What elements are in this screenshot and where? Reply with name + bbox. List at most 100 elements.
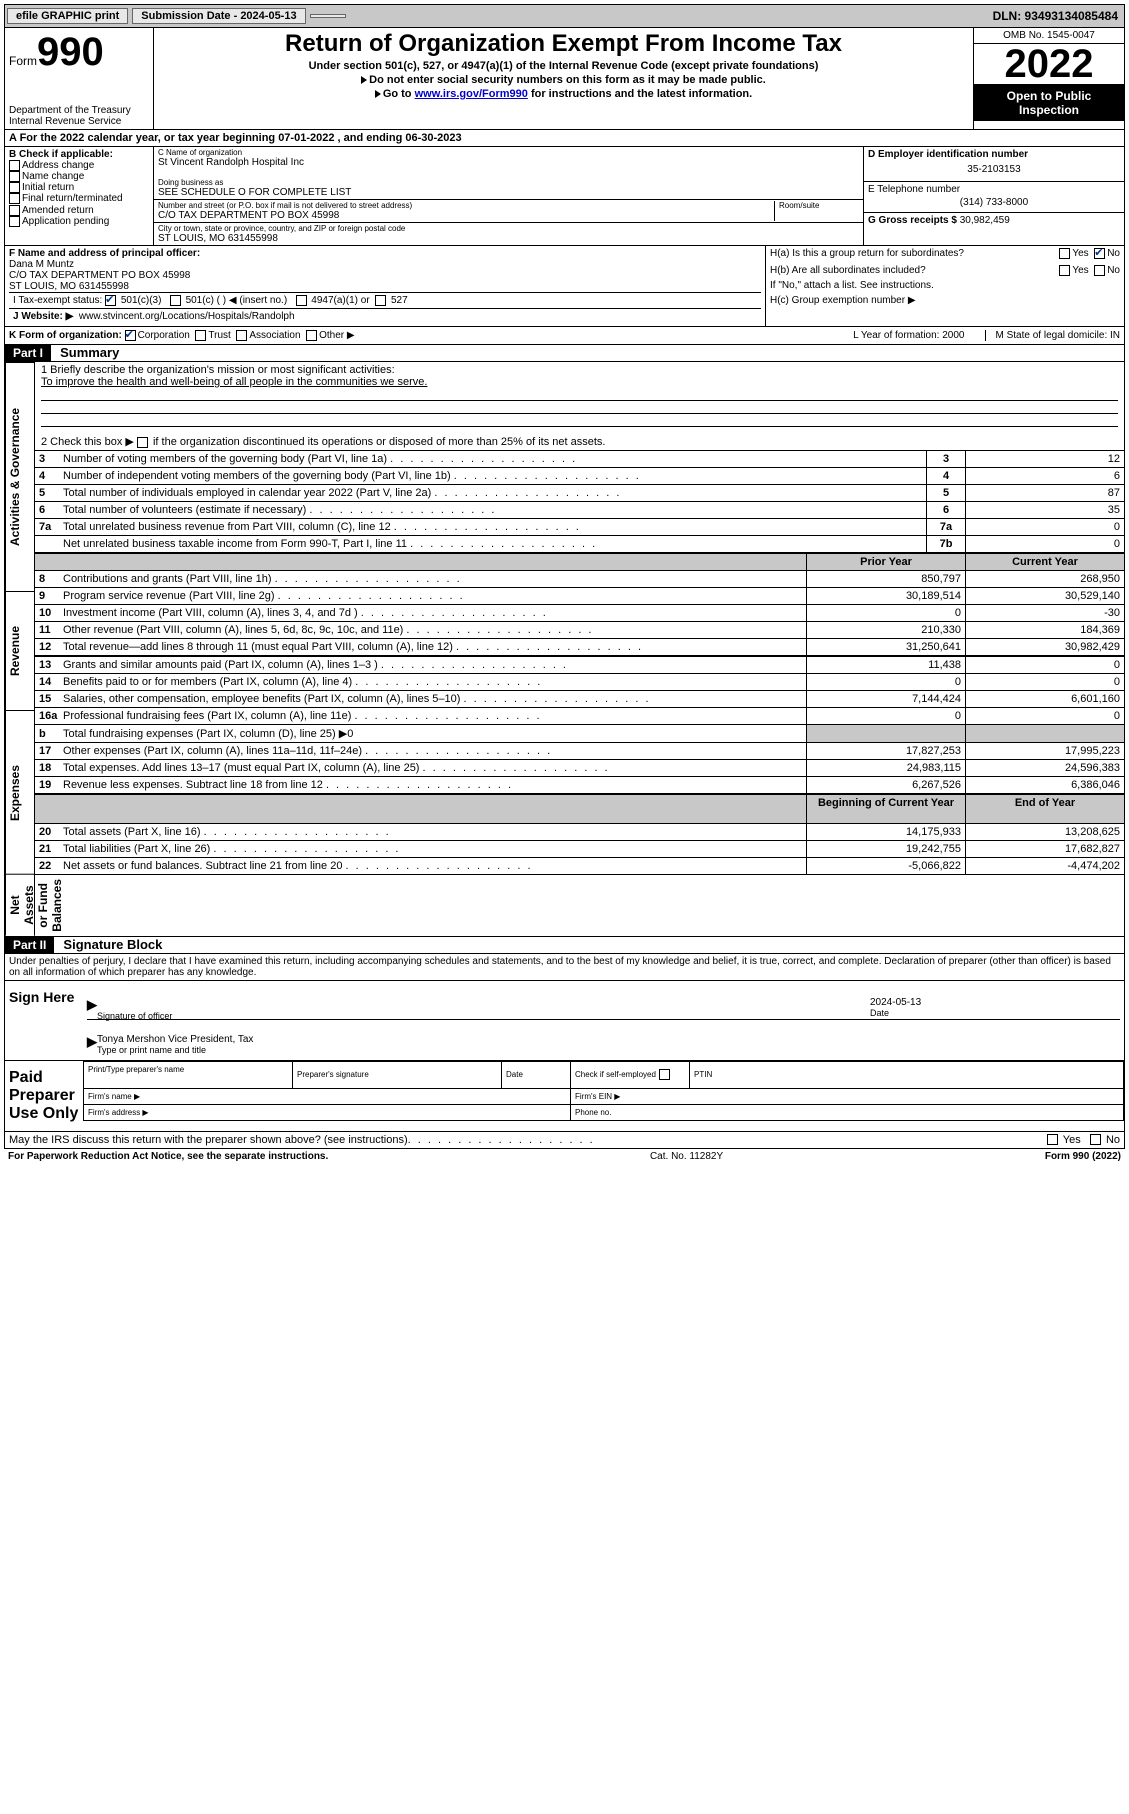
lbl-501c3: 501(c)(3) [121,295,162,306]
officer-name-label: Type or print name and title [97,1045,206,1055]
summary-row: 3Number of voting members of the governi… [35,451,1124,468]
q2-label: 2 Check this box ▶ [41,436,134,448]
chk-ha-no[interactable] [1094,248,1105,259]
c-dba-label: Doing business as [158,178,859,187]
preparer-table: Print/Type preparer's name Preparer's si… [83,1061,1124,1121]
chk-amended-return[interactable] [9,205,20,216]
lbl-address-change: Address change [22,160,94,171]
row-k: K Form of organization: Corporation Trus… [4,327,1125,345]
footer-mid: Cat. No. 11282Y [650,1151,723,1162]
firm-ein-cell: Firm's EIN ▶ [571,1088,1124,1104]
may-irs-no: No [1106,1134,1120,1146]
prep-name-cell: Print/Type preparer's name [84,1061,293,1088]
summary-row: 7aTotal unrelated business revenue from … [35,519,1124,536]
summary-row: 14Benefits paid to or for members (Part … [35,674,1124,691]
summary-revenue-table: Prior Year Current Year 8Contributions a… [35,553,1124,656]
block-bcde: B Check if applicable: Address change Na… [4,147,1125,246]
chk-corp[interactable] [125,330,136,341]
summary-row: bTotal fundraising expenses (Part IX, co… [35,725,1124,743]
end-year-hdr: End of Year [966,795,1125,824]
c-street-value: C/O TAX DEPARTMENT PO BOX 45998 [158,210,774,221]
footer: For Paperwork Reduction Act Notice, see … [4,1149,1125,1164]
ha-yes: Yes [1072,248,1088,259]
ha-label: H(a) Is this a group return for subordin… [770,248,964,259]
chk-name-change[interactable] [9,171,20,182]
form-title: Return of Organization Exempt From Incom… [160,30,967,58]
summary-row: 20Total assets (Part X, line 16) 14,175,… [35,824,1124,841]
submission-date-button[interactable]: Submission Date - 2024-05-13 [132,8,305,24]
part-i-header-row: Part I Summary [4,345,1125,362]
summary-row: 15Salaries, other compensation, employee… [35,691,1124,708]
irs-label: Internal Revenue Service [9,116,149,127]
summary-row: 17Other expenses (Part IX, column (A), l… [35,743,1124,760]
chk-application-pending[interactable] [9,216,20,227]
chk-trust[interactable] [195,330,206,341]
chk-hb-no[interactable] [1094,265,1105,276]
hc-label: H(c) Group exemption number ▶ [770,295,1120,306]
lbl-trust: Trust [208,330,230,341]
paid-preparer-label: Paid Preparer Use Only [5,1061,83,1131]
chk-ha-yes[interactable] [1059,248,1070,259]
chk-501c3[interactable] [105,295,116,306]
q1-label: 1 Briefly describe the organization's mi… [41,364,1118,376]
l-year-formation: L Year of formation: 2000 [853,330,964,341]
m-state-domicile: M State of legal domicile: IN [985,330,1121,341]
chk-initial-return[interactable] [9,182,20,193]
summary-row: 4Number of independent voting members of… [35,468,1124,485]
hb-note: If "No," attach a list. See instructions… [770,280,1120,291]
tax-year: 2022 [974,44,1124,85]
summary-row: 5Total number of individuals employed in… [35,485,1124,502]
summary-row: 22Net assets or fund balances. Subtract … [35,858,1124,875]
summary-row: 9Program service revenue (Part VIII, lin… [35,588,1124,605]
lbl-application-pending: Application pending [22,216,109,227]
may-irs-yes: Yes [1063,1134,1081,1146]
lbl-501c: 501(c) ( ) ◀ (insert no.) [186,295,288,306]
chk-q2[interactable] [137,437,148,448]
irs-link[interactable]: www.irs.gov/Form990 [415,88,528,100]
g-gross-value: 30,982,459 [960,215,1010,226]
d-ein-label: D Employer identification number [868,149,1120,160]
summary-row: 12Total revenue—add lines 8 through 11 (… [35,639,1124,656]
col-b-checkboxes: B Check if applicable: Address change Na… [5,147,154,245]
k-label: K Form of organization: [9,330,122,341]
chk-may-irs-no[interactable] [1090,1134,1101,1145]
part-i-title: Summary [54,345,119,360]
j-label: J Website: ▶ [13,311,73,322]
chk-address-change[interactable] [9,160,20,171]
side-activities: Activities & Governance [5,362,35,591]
dept-treasury: Department of the Treasury [9,105,149,116]
d-ein-value: 35-2103153 [868,160,1120,179]
chk-other[interactable] [306,330,317,341]
form-number: 990 [37,30,104,74]
summary-row: 19Revenue less expenses. Subtract line 1… [35,777,1124,794]
col-h: H(a) Is this a group return for subordin… [765,246,1124,326]
summary-row: 18Total expenses. Add lines 13–17 (must … [35,760,1124,777]
e-phone-label: E Telephone number [868,184,1120,195]
form-subtitle-2: Do not enter social security numbers on … [369,74,766,86]
summary-row: 10Investment income (Part VIII, column (… [35,605,1124,622]
side-net-assets: Net Assets or Fund Balances [5,874,35,936]
j-website: www.stvincent.org/Locations/Hospitals/Ra… [79,311,295,322]
q2-row: 2 Check this box ▶ if the organization d… [35,429,1124,450]
lbl-4947: 4947(a)(1) or [311,295,369,306]
c-city-label: City or town, state or province, country… [158,224,859,233]
q2-text: if the organization discontinued its ope… [153,436,606,448]
firm-name-cell: Firm's name ▶ [84,1088,571,1104]
chk-527[interactable] [375,295,386,306]
efile-print-button[interactable]: efile GRAPHIC print [7,8,128,24]
chk-self-employed[interactable] [659,1069,670,1080]
sig-date-label: Date [870,1008,889,1018]
lbl-527: 527 [391,295,408,306]
f-label: F Name and address of principal officer: [9,248,761,259]
officer-name: Tonya Mershon Vice President, Tax [97,1034,253,1045]
chk-assoc[interactable] [236,330,247,341]
lbl-name-change: Name change [22,171,84,182]
triangle-icon [375,90,381,98]
chk-501c[interactable] [170,295,181,306]
chk-hb-yes[interactable] [1059,265,1070,276]
chk-4947[interactable] [296,295,307,306]
chk-may-irs-yes[interactable] [1047,1134,1058,1145]
row-fh: F Name and address of principal officer:… [4,246,1125,327]
summary-expenses-table: 13Grants and similar amounts paid (Part … [35,656,1124,794]
chk-final-return[interactable] [9,193,20,204]
